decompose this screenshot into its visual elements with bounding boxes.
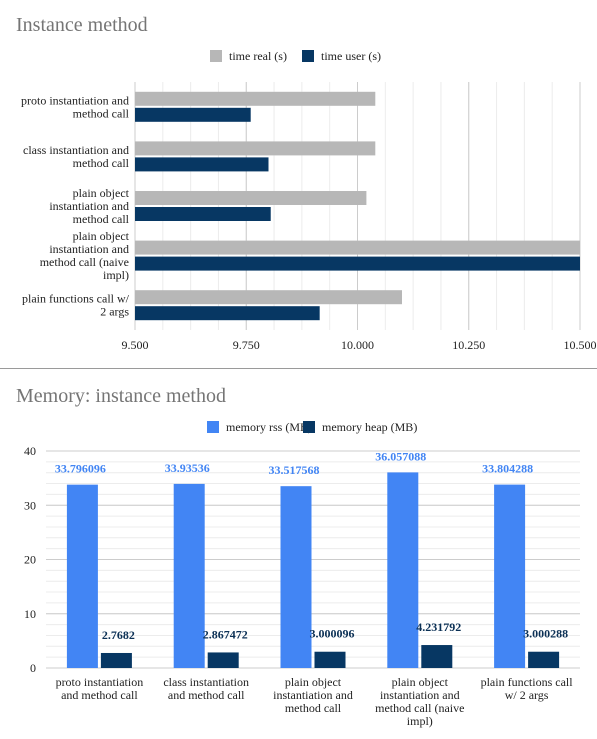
bar bbox=[387, 472, 419, 668]
category-label: class instantiation and bbox=[23, 143, 129, 157]
data-label: 33.804288 bbox=[482, 462, 533, 476]
y-tick-label: 0 bbox=[30, 661, 36, 675]
category-label: instantiation and bbox=[273, 688, 353, 702]
category-label: proto instantiation and bbox=[21, 93, 129, 107]
bar bbox=[135, 107, 251, 122]
y-tick-label: 10 bbox=[24, 607, 36, 621]
x-tick-label: 9.500 bbox=[122, 338, 149, 352]
chart-divider bbox=[0, 368, 597, 369]
category-label: class instantiation bbox=[163, 675, 249, 689]
category-label: impl) bbox=[407, 714, 433, 728]
y-tick-label: 30 bbox=[24, 498, 36, 512]
bar bbox=[207, 652, 239, 668]
legend-label: memory heap (MB) bbox=[322, 420, 417, 434]
data-label: 2.867472 bbox=[203, 627, 248, 641]
data-label: 33.93536 bbox=[165, 461, 210, 475]
bar bbox=[135, 256, 580, 271]
data-label: 3.000096 bbox=[310, 627, 355, 641]
bar bbox=[66, 484, 98, 668]
chart-panel-instance-method: Instance method time real (s) time user (… bbox=[0, 0, 597, 368]
bar bbox=[528, 651, 560, 668]
bar bbox=[280, 486, 312, 668]
bar bbox=[421, 645, 453, 668]
data-label: 2.7682 bbox=[102, 628, 135, 642]
category-label: plain object bbox=[392, 675, 449, 689]
category-label: method call bbox=[285, 701, 342, 715]
bar bbox=[135, 191, 367, 205]
bar bbox=[173, 483, 205, 668]
category-label: plain object bbox=[73, 229, 130, 243]
data-label: 36.057088 bbox=[375, 449, 426, 463]
bar bbox=[135, 290, 402, 305]
category-label: method call bbox=[73, 106, 130, 120]
category-label: method call bbox=[73, 156, 130, 170]
category-label: impl) bbox=[103, 268, 129, 282]
category-label: plain object bbox=[73, 186, 130, 200]
data-label: 33.517568 bbox=[269, 463, 320, 477]
legend-label: memory rss (MB) bbox=[226, 420, 312, 434]
legend-swatch bbox=[210, 50, 222, 62]
category-label: plain object bbox=[285, 675, 342, 689]
legend-label: time real (s) bbox=[229, 49, 287, 63]
bar bbox=[100, 652, 132, 668]
x-tick-label: 10.000 bbox=[341, 338, 374, 352]
legend-swatch bbox=[303, 421, 315, 433]
bar bbox=[135, 207, 271, 221]
category-label: instantiation and bbox=[49, 199, 129, 213]
data-label: 3.000288 bbox=[523, 627, 568, 641]
bar bbox=[135, 141, 376, 156]
bar bbox=[135, 240, 580, 255]
category-label: plain functions call w/ bbox=[22, 292, 130, 306]
y-tick-label: 40 bbox=[24, 444, 36, 458]
category-label: instantiation and bbox=[49, 242, 129, 256]
x-tick-label: 10.500 bbox=[564, 338, 597, 352]
memory-chart: memory rss (MB) memory heap (MB) 0 10 20 30 40… bbox=[24, 420, 580, 728]
chart-title: Instance method bbox=[16, 14, 148, 36]
category-label: w/ 2 args bbox=[505, 688, 549, 702]
category-label: plain functions call bbox=[481, 675, 574, 689]
category-label: method call (naive bbox=[375, 701, 464, 715]
bar bbox=[135, 91, 376, 106]
legend-swatch bbox=[302, 50, 314, 62]
category-label: and method call bbox=[61, 688, 138, 702]
category-label: method call bbox=[73, 212, 130, 226]
legend-label: time user (s) bbox=[321, 49, 381, 63]
chart-panel-memory: Memory: instance method memory rss (MB) m… bbox=[0, 371, 597, 739]
chart-title: Memory: instance method bbox=[16, 385, 226, 407]
category-label: and method call bbox=[168, 688, 245, 702]
bar bbox=[314, 651, 346, 668]
category-label: method call (naive bbox=[40, 255, 129, 269]
bar bbox=[135, 157, 269, 172]
category-label: proto instantiation bbox=[56, 675, 144, 689]
x-tick-label: 9.750 bbox=[233, 338, 260, 352]
data-label: 4.231792 bbox=[416, 620, 461, 634]
instance-method-chart: time real (s) time user (s) 9.500 9.750 10.0… bbox=[21, 49, 597, 352]
bar bbox=[494, 484, 526, 668]
category-label: instantiation and bbox=[380, 688, 460, 702]
category-label: 2 args bbox=[100, 305, 129, 319]
legend-swatch bbox=[207, 421, 219, 433]
data-label: 33.796096 bbox=[55, 462, 106, 476]
bar bbox=[135, 306, 320, 321]
x-tick-label: 10.250 bbox=[452, 338, 485, 352]
y-tick-label: 20 bbox=[24, 553, 36, 567]
